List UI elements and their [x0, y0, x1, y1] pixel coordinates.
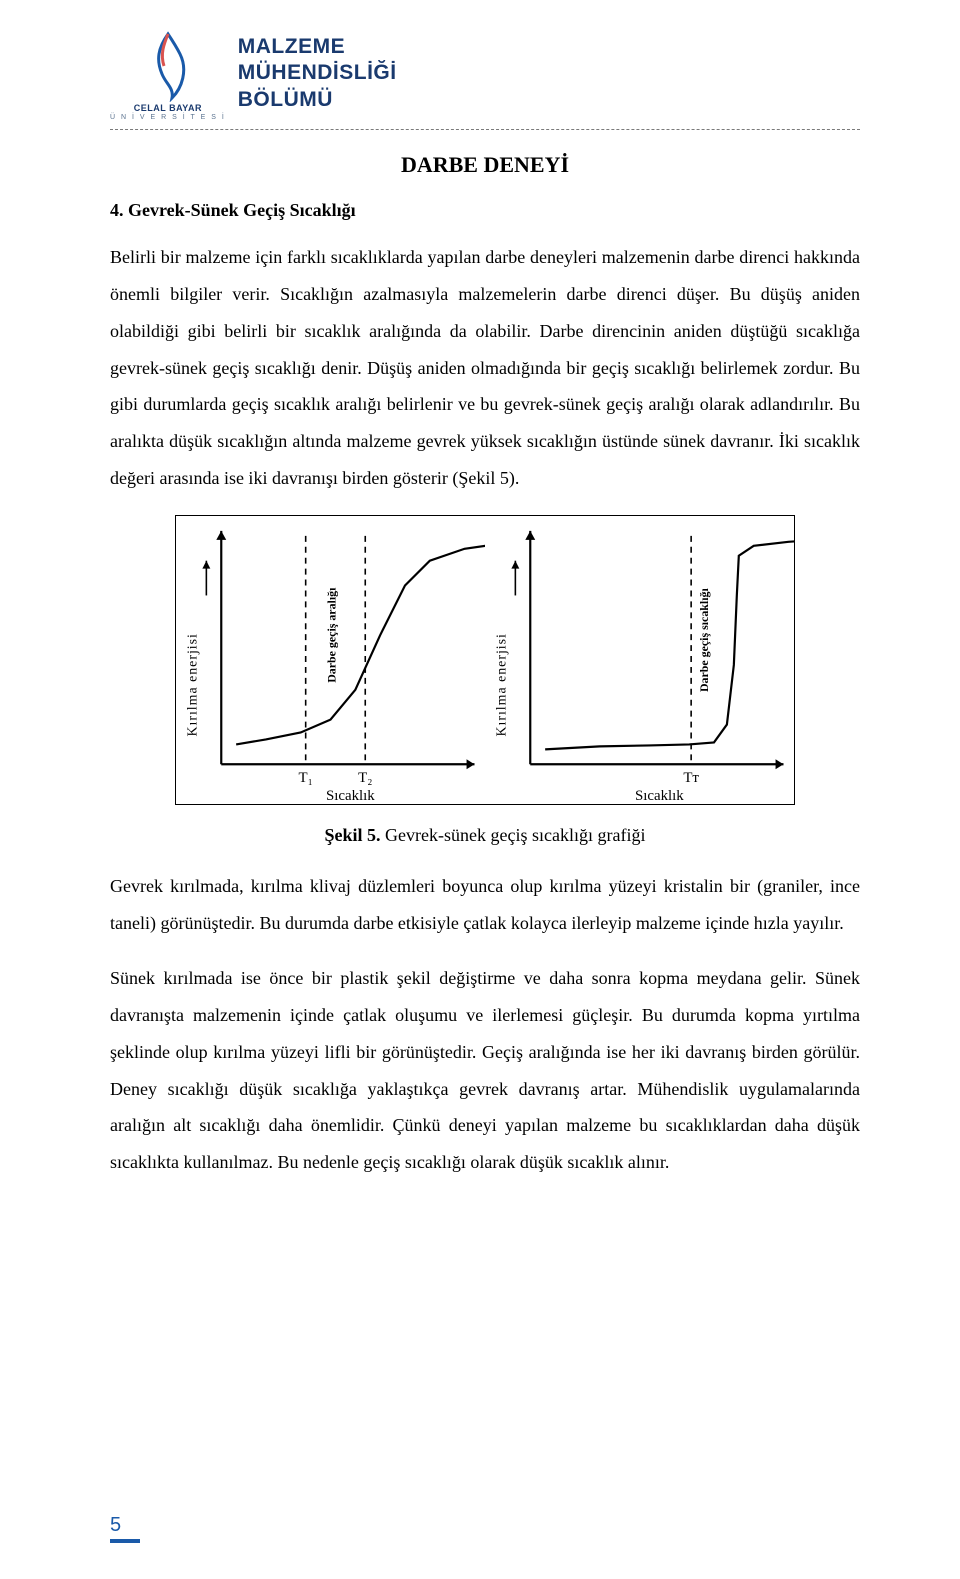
svg-text:Darbe geçiş aralığı: Darbe geçiş aralığı: [324, 587, 338, 683]
section-heading: 4. Gevrek-Sünek Geçiş Sıcaklığı: [110, 200, 860, 221]
dept-line-2: MÜHENDİSLİĞİ: [238, 60, 397, 86]
svg-text:Kırılma enerjisi: Kırılma enerjisi: [494, 633, 509, 736]
university-logo-block: CELAL BAYAR Ü N İ V E R S İ T E S İ: [110, 30, 226, 121]
figure-5: T₁ T₂ Sıcaklık Kırılma enerjisi Darbe ge…: [175, 515, 795, 805]
dept-line-3: BÖLÜMÜ: [238, 87, 397, 113]
paragraph-3: Sünek kırılmada ise önce bir plastik şek…: [110, 960, 860, 1181]
figure-5-caption: Şekil 5. Gevrek-sünek geçiş sıcaklığı gr…: [110, 825, 860, 846]
figure-caption-label: Şekil 5.: [325, 825, 381, 845]
university-subtitle: Ü N İ V E R S İ T E S İ: [110, 114, 226, 121]
department-name: MALZEME MÜHENDİSLİĞİ BÖLÜMÜ: [238, 34, 397, 113]
flame-logo-icon: [138, 30, 198, 102]
svg-text:Tᴛ: Tᴛ: [683, 770, 699, 786]
svg-text:Darbe geçiş sıcaklığı: Darbe geçiş sıcaklığı: [697, 588, 711, 693]
svg-text:T₂: T₂: [358, 770, 372, 786]
figure-5-right-plot: Tᴛ Sıcaklık Kırılma enerjisi Darbe geçiş…: [485, 516, 794, 804]
university-name: CELAL BAYAR: [134, 104, 202, 114]
header-divider: [110, 129, 860, 130]
dept-line-1: MALZEME: [238, 34, 397, 60]
figure-5-left-plot: T₁ T₂ Sıcaklık Kırılma enerjisi Darbe ge…: [176, 516, 485, 804]
svg-text:T₁: T₁: [299, 770, 313, 786]
svg-text:Sıcaklık: Sıcaklık: [326, 788, 375, 804]
page-number: 5: [110, 1514, 140, 1543]
paragraph-2: Gevrek kırılmada, kırılma klivaj düzleml…: [110, 868, 860, 942]
svg-text:Sıcaklık: Sıcaklık: [635, 788, 684, 804]
figure-caption-text: Gevrek-sünek geçiş sıcaklığı grafiği: [381, 825, 646, 845]
paragraph-1: Belirli bir malzeme için farklı sıcaklık…: [110, 239, 860, 497]
svg-text:Kırılma enerjisi: Kırılma enerjisi: [185, 633, 200, 736]
document-title: DARBE DENEYİ: [110, 152, 860, 178]
page-header: CELAL BAYAR Ü N İ V E R S İ T E S İ MALZ…: [110, 30, 860, 121]
